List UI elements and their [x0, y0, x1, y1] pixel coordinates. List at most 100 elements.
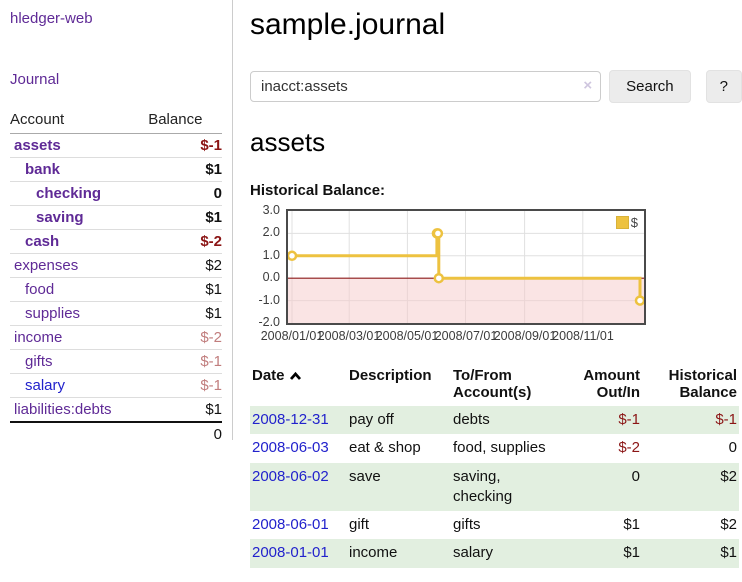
legend-swatch-icon: [615, 216, 629, 229]
account-balance: $1: [148, 301, 222, 326]
y-axis-tick-label: 0.0: [262, 270, 280, 284]
register-col-description: Description: [349, 367, 432, 384]
register-balance-cell: $2: [720, 467, 737, 485]
account-name-cell: assets: [10, 134, 148, 158]
register-date-cell: 2008-12-31: [250, 406, 347, 434]
account-balance: $-1: [200, 137, 222, 154]
register-row: 2008-01-01 income salary $1 $1: [250, 539, 739, 568]
account-name-cell: bank: [10, 157, 149, 182]
account-name-cell: supplies: [10, 301, 149, 326]
sidebar-account-link[interactable]: liabilities:debts: [14, 401, 112, 418]
sidebar-account-link[interactable]: bank: [25, 161, 61, 178]
chart-plot-area[interactable]: $: [286, 209, 646, 325]
x-axis-tick-label: 2008/05/01: [375, 329, 439, 343]
account-balance: $-1: [148, 373, 222, 398]
sidebar-account-link[interactable]: expenses: [14, 257, 79, 274]
main-content: sample.journal × Search ? assets Histori…: [250, 0, 742, 568]
chart-label: Historical Balance:: [250, 182, 386, 199]
account-row: liabilities:debts $1: [10, 397, 222, 422]
sidebar-account-link[interactable]: food: [25, 281, 55, 298]
register-row: 2008-06-02 save saving, checking 0 $2: [250, 462, 739, 511]
register-description-cell: pay off: [349, 411, 394, 428]
register-date-link[interactable]: 2008-12-31: [252, 411, 329, 428]
register-accounts-cell: gifts: [453, 516, 481, 533]
register-description-cell: gift: [349, 516, 370, 533]
register-balance-cell: $2: [720, 516, 737, 533]
sidebar-account-link[interactable]: supplies: [25, 305, 81, 322]
register-description-cell: eat & shop: [349, 439, 421, 457]
y-axis-tick-label: 3.0: [262, 203, 280, 217]
search-input[interactable]: [250, 71, 602, 102]
account-row: salary $-1: [10, 373, 222, 398]
account-name-cell: food: [10, 277, 149, 302]
sidebar-nav: Journal: [10, 71, 232, 88]
register-date-cell: 2008-01-01: [250, 539, 347, 567]
app-title: hledger-web: [10, 10, 232, 27]
account-row: saving $1: [10, 205, 222, 230]
register-amount-cell: $-2: [618, 439, 640, 457]
nav-journal-link[interactable]: Journal: [10, 71, 60, 88]
search-box: ×: [250, 71, 602, 102]
app-title-link[interactable]: hledger-web: [10, 10, 93, 27]
account-balance: $-1: [148, 349, 222, 374]
register-date-cell: 2008-06-01: [250, 511, 347, 539]
register-amount-cell: $1: [623, 544, 640, 562]
y-axis-tick-label: 2.0: [262, 225, 280, 239]
register-row: 2008-06-01 gift gifts $1 $2: [250, 511, 739, 539]
register-date-link[interactable]: 2008-01-01: [252, 544, 329, 562]
account-balance: $-2: [148, 229, 222, 254]
account-balance: $1: [148, 205, 222, 230]
account-balance: $2: [148, 253, 222, 278]
chart-legend: $: [613, 214, 640, 231]
register-accounts-cell: salary: [453, 544, 494, 562]
account-balance: $1: [148, 157, 222, 182]
register-date-cell: 2008-06-03: [250, 434, 347, 462]
account-name-cell: checking: [10, 181, 149, 206]
account-name-cell: salary: [10, 373, 149, 398]
sidebar: hledger-web Journal Account Balance asse…: [0, 0, 233, 446]
help-button[interactable]: ?: [705, 70, 742, 103]
register-table: Date Description To/From Account(s) Amou…: [250, 365, 739, 568]
register-header-row: Date Description To/From Account(s) Amou…: [250, 365, 739, 406]
account-name-cell: liabilities:debts: [10, 397, 149, 422]
register-date-link[interactable]: 2008-06-01: [252, 516, 329, 533]
y-axis-tick-label: 1.0: [262, 248, 280, 262]
account-balance: 0: [148, 181, 222, 206]
sidebar-account-link[interactable]: salary: [25, 377, 66, 394]
sort-ascending-icon[interactable]: [289, 368, 302, 385]
register-row: 2008-12-31 pay off debts $-1 $-1: [250, 406, 739, 435]
register-col-amount: Amount Out/In: [583, 367, 640, 401]
register-date-link[interactable]: 2008-06-03: [252, 439, 329, 457]
sidebar-account-link[interactable]: assets: [14, 137, 61, 154]
accounts-table: Account Balance assets $-1 bank $1 checking 0…: [10, 108, 222, 446]
search-button[interactable]: Search: [609, 70, 691, 103]
register-description-cell: income: [349, 544, 398, 562]
sidebar-account-link[interactable]: saving: [36, 209, 84, 226]
sidebar-account-link[interactable]: cash: [25, 233, 60, 250]
clear-search-icon[interactable]: ×: [583, 77, 593, 94]
sidebar-account-link[interactable]: income: [14, 329, 63, 346]
account-row: checking 0: [10, 181, 222, 206]
account-row: food $1: [10, 277, 222, 302]
account-name-cell: saving: [10, 205, 149, 230]
sidebar-account-link[interactable]: checking: [36, 185, 102, 202]
account-name-cell: gifts: [10, 349, 149, 374]
chart-canvas: [286, 211, 646, 323]
accounts-col-account: Account: [10, 108, 149, 134]
account-row: cash $-2: [10, 229, 222, 254]
x-axis-tick-label: 2008/01/01: [260, 329, 324, 343]
account-name-cell: income: [10, 325, 149, 350]
y-axis-tick-label: -2.0: [258, 315, 280, 329]
account-row: income $-2: [10, 325, 222, 350]
register-balance-cell: $-1: [715, 411, 737, 428]
historical-balance-chart[interactable]: 3.0 2.0 1.0 0.0 -1.0 -2.0 $2008/01/01 2008/03/0…: [250, 203, 720, 349]
register-col-date[interactable]: Date: [250, 365, 347, 406]
sidebar-account-link[interactable]: gifts: [25, 353, 53, 370]
account-heading: assets: [250, 127, 326, 157]
register-date-link[interactable]: 2008-06-02: [252, 467, 329, 485]
x-axis-tick-label: 2008/11/01: [552, 329, 614, 343]
accounts-col-balance: Balance: [148, 108, 222, 134]
register-accounts-cell: food, supplies: [453, 439, 546, 457]
account-row: assets $-1: [10, 134, 222, 158]
account-row: gifts $-1: [10, 349, 222, 374]
